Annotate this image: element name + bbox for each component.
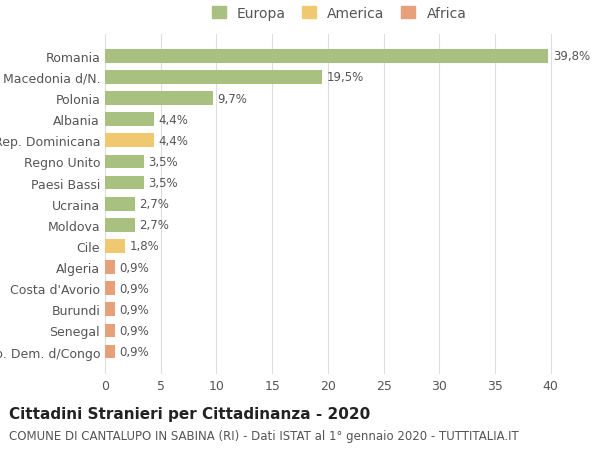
Text: 4,4%: 4,4% — [158, 113, 188, 126]
Text: Cittadini Stranieri per Cittadinanza - 2020: Cittadini Stranieri per Cittadinanza - 2… — [9, 406, 370, 421]
Text: 3,5%: 3,5% — [148, 156, 178, 168]
Bar — [105, 324, 115, 337]
Bar — [105, 218, 135, 232]
Bar — [105, 197, 135, 211]
Text: 9,7%: 9,7% — [218, 92, 247, 106]
Text: 2,7%: 2,7% — [140, 198, 169, 211]
Text: COMUNE DI CANTALUPO IN SABINA (RI) - Dati ISTAT al 1° gennaio 2020 - TUTTITALIA.: COMUNE DI CANTALUPO IN SABINA (RI) - Dat… — [9, 429, 519, 442]
Bar — [105, 92, 213, 106]
Text: 0,9%: 0,9% — [119, 303, 149, 316]
Text: 4,4%: 4,4% — [158, 134, 188, 147]
Bar — [105, 345, 115, 358]
Legend: Europa, America, Africa: Europa, America, Africa — [212, 7, 466, 21]
Text: 2,7%: 2,7% — [140, 219, 169, 232]
Text: 0,9%: 0,9% — [119, 324, 149, 337]
Text: 0,9%: 0,9% — [119, 345, 149, 358]
Bar — [105, 113, 154, 127]
Bar — [105, 134, 154, 148]
Bar — [105, 282, 115, 296]
Text: 0,9%: 0,9% — [119, 282, 149, 295]
Text: 3,5%: 3,5% — [148, 177, 178, 190]
Bar — [105, 176, 144, 190]
Bar — [105, 240, 125, 253]
Bar — [105, 71, 322, 84]
Bar — [105, 261, 115, 274]
Text: 19,5%: 19,5% — [327, 71, 364, 84]
Text: 39,8%: 39,8% — [553, 50, 590, 63]
Bar — [105, 50, 548, 63]
Text: 0,9%: 0,9% — [119, 261, 149, 274]
Bar — [105, 303, 115, 317]
Bar — [105, 155, 144, 169]
Text: 1,8%: 1,8% — [130, 240, 159, 253]
